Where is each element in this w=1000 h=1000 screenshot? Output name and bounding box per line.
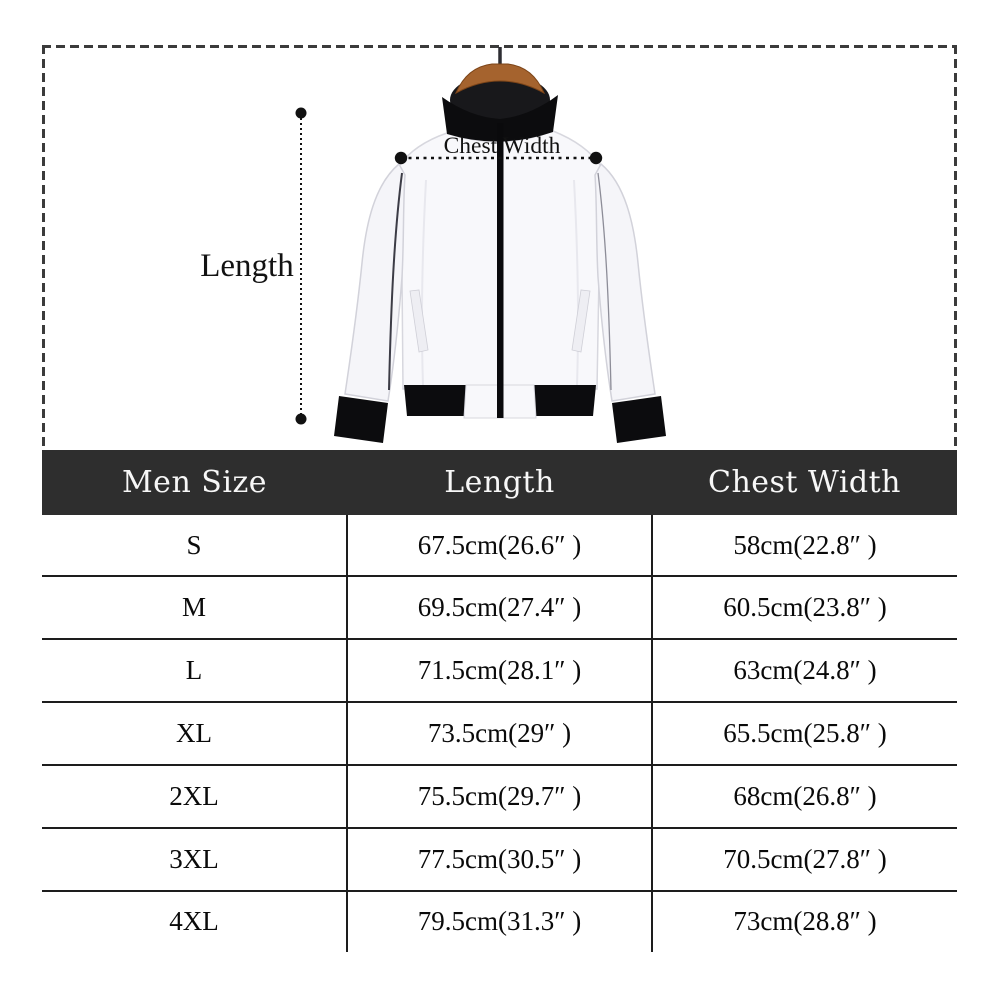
chest-width-cell: 68cm(26.8″ ) — [652, 764, 957, 829]
length-endpoint-bottom-dot — [295, 413, 307, 425]
size-table-body: S 67.5cm(26.6″ ) 58cm(22.8″ ) M 69.5cm(2… — [42, 515, 957, 952]
body-seam-right — [573, 179, 579, 386]
zipper-line — [497, 123, 504, 418]
length-cell: 69.5cm(27.4″ ) — [347, 576, 653, 641]
size-cell: 4XL — [42, 890, 348, 952]
jacket-measurement-figure: Length Chest Width — [42, 45, 957, 450]
table-row-xl: XL 73.5cm(29″ ) 65.5cm(25.8″ ) — [42, 702, 957, 766]
table-row-l: L 71.5cm(28.1″ ) 63cm(24.8″ ) — [42, 639, 957, 704]
chest-width-measure-annotation: Chest Width — [394, 133, 603, 165]
pocket-welt-left — [409, 289, 429, 353]
length-cell: 71.5cm(28.1″ ) — [347, 639, 653, 704]
table-row-4xl: 4XL 79.5cm(31.3″ ) 73cm(28.8″ ) — [42, 890, 957, 952]
chest-endpoint-right-dot — [589, 151, 603, 165]
chest-width-cell: 65.5cm(25.8″ ) — [652, 702, 957, 766]
jacket-illustration — [334, 47, 666, 443]
size-cell: 3XL — [42, 827, 348, 892]
chest-width-cell: 70.5cm(27.8″ ) — [652, 827, 957, 892]
col-header-length: Length — [347, 450, 652, 515]
col-header-men-size: Men Size — [42, 450, 347, 515]
chest-width-cell: 60.5cm(23.8″ ) — [652, 576, 957, 641]
size-cell: S — [42, 515, 348, 578]
dashed-border-frame: Length Chest Width Men Size Length Chest… — [42, 45, 957, 952]
jacket-sleeve-right — [594, 162, 656, 402]
jacket-sleeve-left — [344, 162, 406, 402]
length-label: Length — [200, 248, 294, 284]
length-cell: 77.5cm(30.5″ ) — [347, 827, 653, 892]
size-cell: 2XL — [42, 764, 348, 829]
chest-width-cell: 58cm(22.8″ ) — [652, 515, 957, 578]
length-cell: 73.5cm(29″ ) — [347, 702, 653, 766]
length-measure-annotation: Length — [200, 107, 307, 425]
hanger-icon — [454, 63, 546, 95]
header-row: Men Size Length Chest Width — [42, 450, 957, 515]
sleeve-piping-left — [388, 172, 403, 391]
size-cell: L — [42, 639, 348, 704]
size-cell: XL — [42, 702, 348, 766]
chest-endpoint-left-dot — [394, 151, 408, 165]
cuff-left — [334, 396, 388, 443]
jacket-collar — [442, 95, 558, 142]
chest-width-label: Chest Width — [444, 133, 561, 159]
pocket-welt-right — [571, 289, 591, 353]
length-cell: 67.5cm(26.6″ ) — [347, 515, 653, 578]
size-cell: M — [42, 576, 348, 641]
jacket-diagram-svg: Length Chest Width — [200, 47, 666, 443]
sleeve-piping-right — [597, 172, 612, 391]
length-endpoint-top-dot — [295, 107, 307, 119]
col-header-chest-width: Chest Width — [652, 450, 957, 515]
table-row-s: S 67.5cm(26.6″ ) 58cm(22.8″ ) — [42, 515, 957, 578]
collar-lining — [450, 74, 550, 126]
table-row-2xl: 2XL 75.5cm(29.7″ ) 68cm(26.8″ ) — [42, 764, 957, 829]
length-cell: 75.5cm(29.7″ ) — [347, 764, 653, 829]
length-cell: 79.5cm(31.3″ ) — [347, 890, 653, 952]
chest-width-cell: 73cm(28.8″ ) — [652, 890, 957, 952]
body-seam-left — [421, 179, 427, 386]
table-row-m: M 69.5cm(27.4″ ) 60.5cm(23.8″ ) — [42, 576, 957, 641]
chest-width-cell: 63cm(24.8″ ) — [652, 639, 957, 704]
cuff-right — [612, 396, 666, 443]
size-table-header: Men Size Length Chest Width — [42, 450, 957, 515]
table-row-3xl: 3XL 77.5cm(30.5″ ) 70.5cm(27.8″ ) — [42, 827, 957, 892]
size-table: Men Size Length Chest Width S 67.5cm(26.… — [42, 450, 957, 952]
